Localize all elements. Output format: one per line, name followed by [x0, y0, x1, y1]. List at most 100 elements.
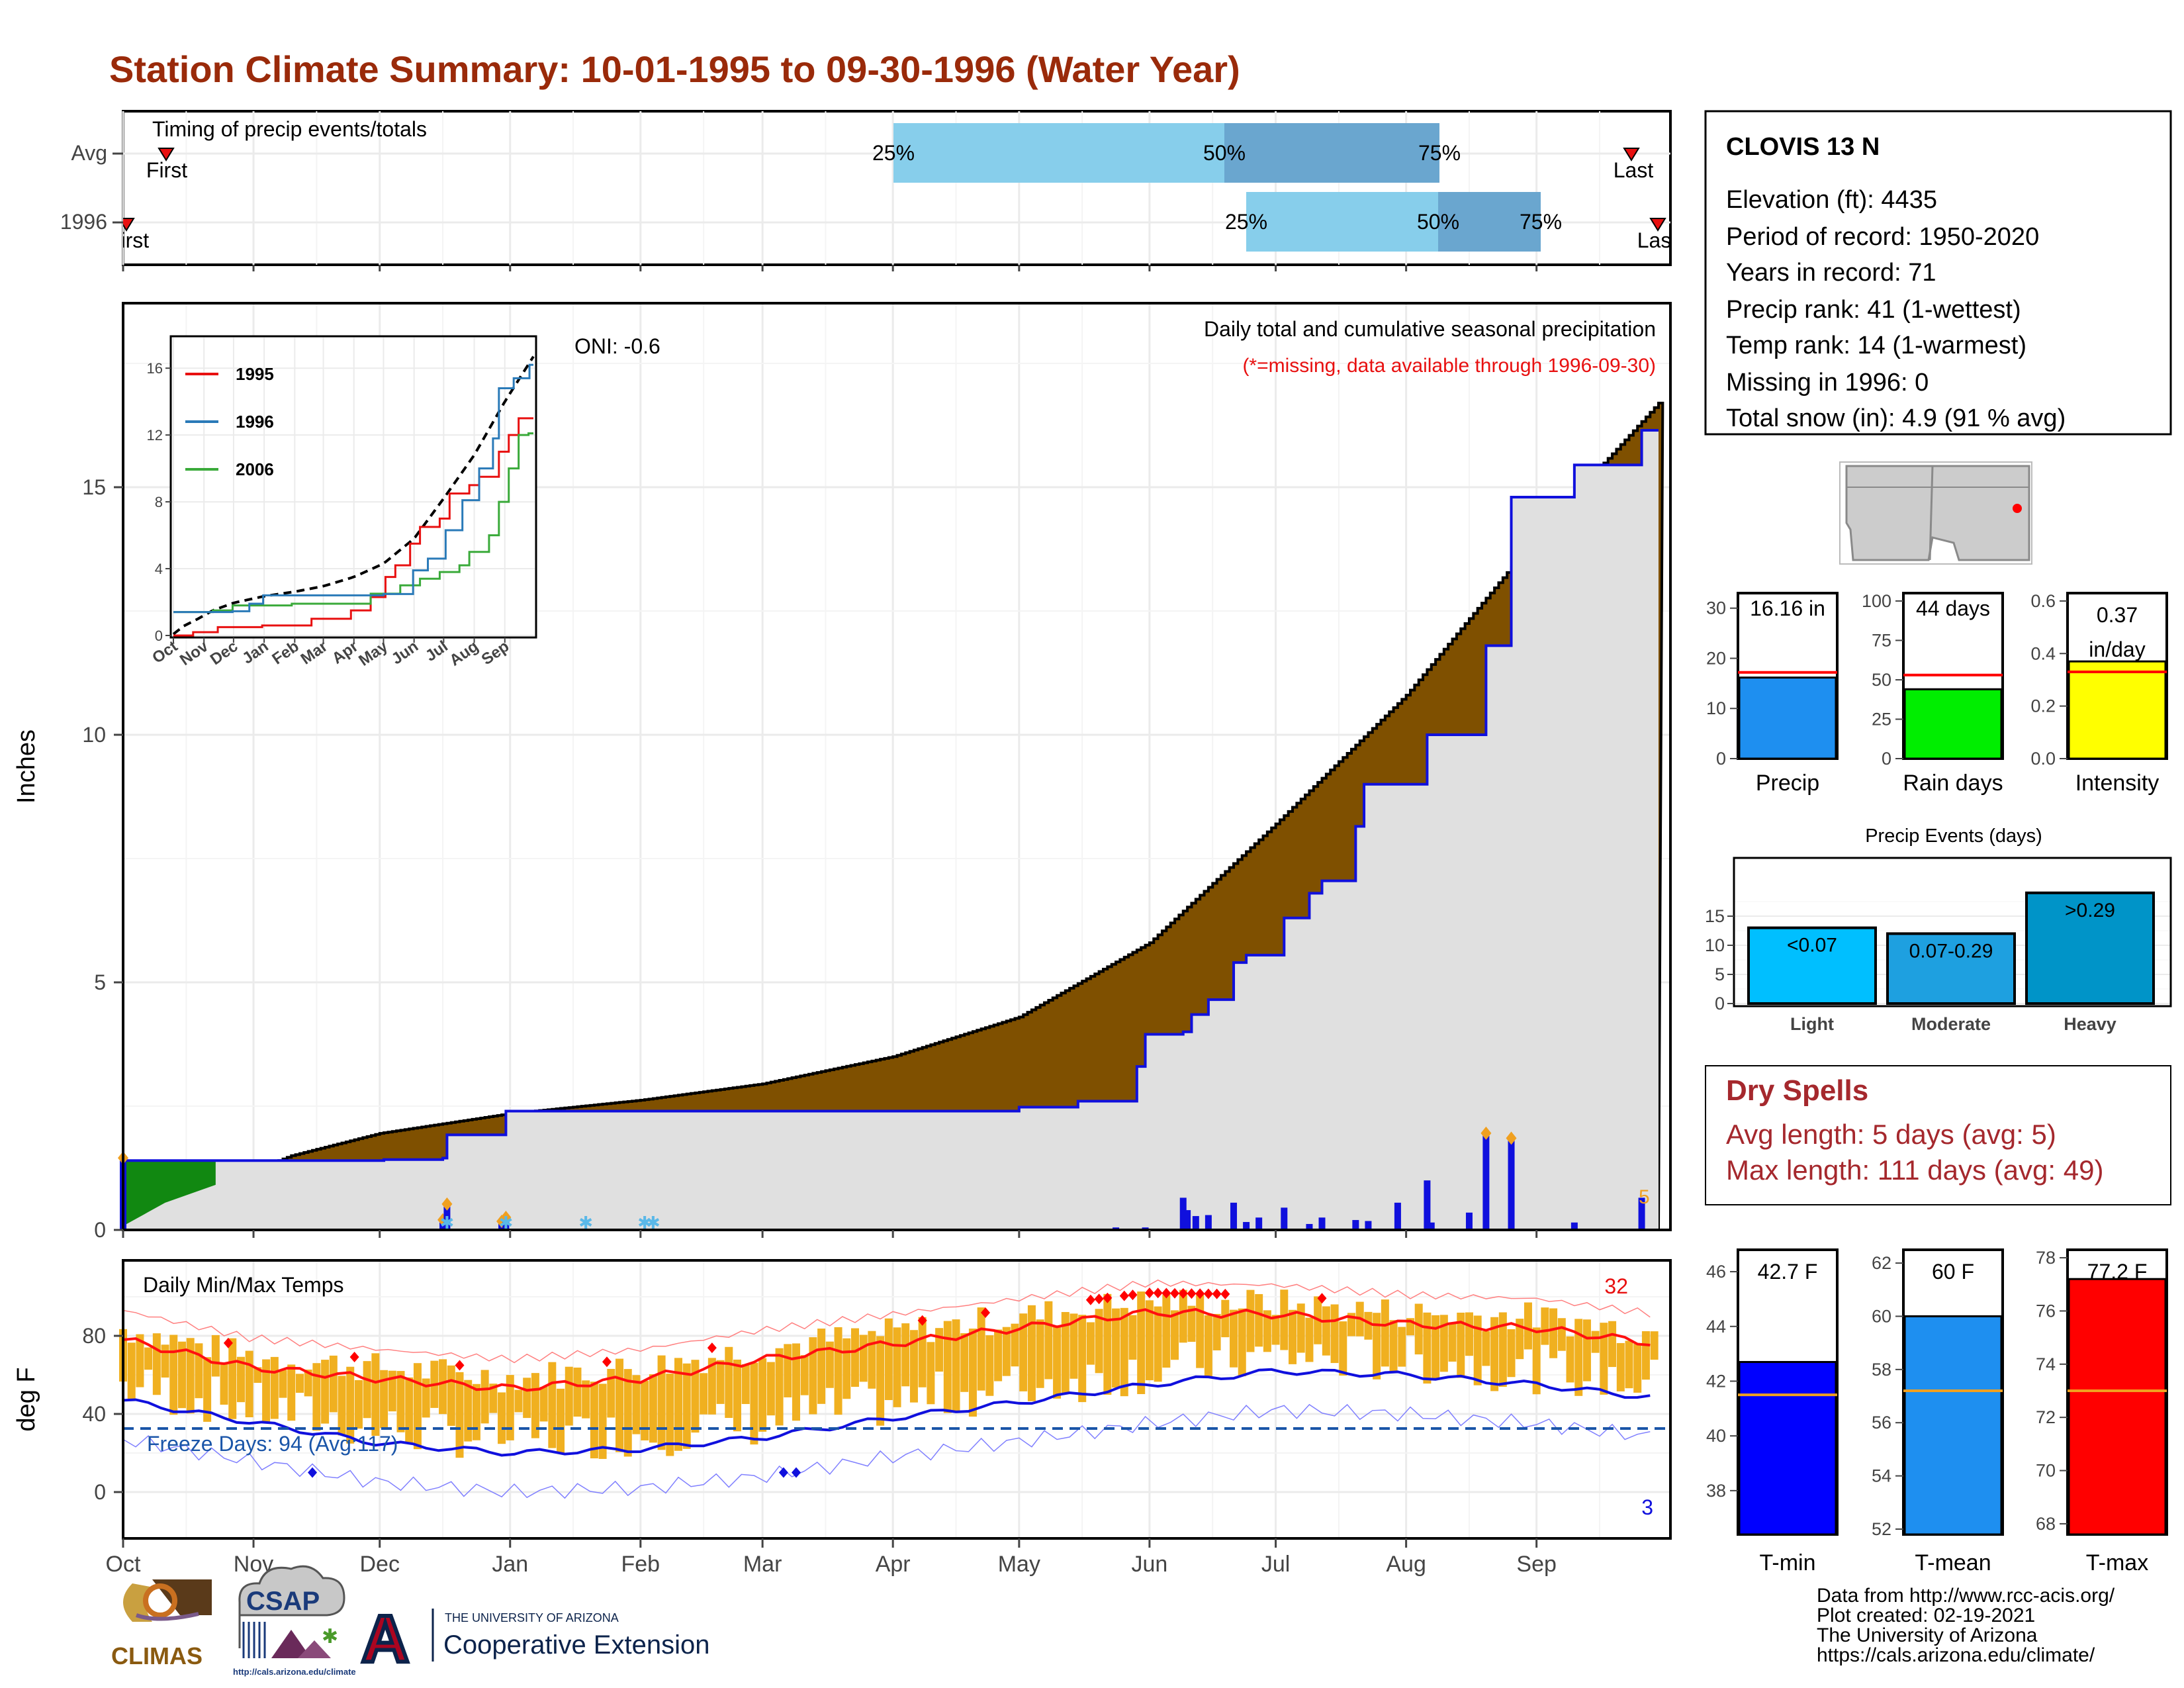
daily-temp-range-bar — [152, 1333, 161, 1395]
record-high-marker — [1128, 1289, 1138, 1301]
summary-bar-value: 0.37 — [2097, 603, 2138, 627]
record-high-marker — [1203, 1288, 1213, 1299]
summary-bar-value: 44 days — [1916, 596, 1990, 620]
daily-temp-range-bar — [1238, 1308, 1246, 1377]
snow-marker: ✱ — [440, 1213, 455, 1233]
inset-legend-label: 2006 — [236, 459, 274, 479]
daily-temp-range-bar — [615, 1358, 624, 1452]
daily-precip-bar — [1281, 1207, 1288, 1230]
daily-temp-range-bar — [363, 1361, 371, 1419]
daily-temp-range-bar — [1061, 1312, 1069, 1393]
daily-precip-bar — [1179, 1197, 1187, 1230]
daily-temp-range-bar — [565, 1366, 573, 1426]
ua-block-a: A — [361, 1602, 409, 1676]
freeze-days-label: Freeze Days: 94 (Avg:117) — [147, 1432, 398, 1456]
daily-temp-range-bar — [405, 1377, 414, 1444]
station-elevation: Elevation (ft): 4435 — [1726, 186, 1937, 214]
temp-summary-ytick: 44 — [1706, 1317, 1726, 1336]
daily-temp-range-bar — [1549, 1308, 1558, 1358]
daily-temp-range-bar — [968, 1329, 977, 1417]
daily-temp-range-bar — [1541, 1307, 1549, 1345]
daily-temp-range-bar — [1625, 1340, 1633, 1389]
daily-temp-range-bar — [455, 1372, 464, 1458]
precip-event-bar — [1747, 926, 1877, 1005]
daily-temp-range-bar — [1473, 1315, 1482, 1385]
daily-precip-bar — [1192, 1216, 1199, 1230]
cur-first-label: First — [108, 228, 149, 252]
daily-temp-range-bar — [1204, 1315, 1212, 1378]
daily-temp-range-bar — [539, 1387, 548, 1422]
current-cumulative-area — [123, 430, 1659, 1230]
temp-ytick-label: 80 — [82, 1324, 106, 1348]
summary-bar-ytick: 0 — [1882, 749, 1891, 769]
temp-summary-ytick: 74 — [2036, 1354, 2056, 1374]
daily-temp-range-bar — [1347, 1313, 1355, 1336]
daily-temp-range-bar — [582, 1380, 590, 1419]
daily-temp-range-bar — [439, 1359, 447, 1415]
station-info-box: CLOVIS 13 N Elevation (ft): 4435 Period … — [1704, 110, 2172, 436]
record-high-marker — [223, 1337, 233, 1348]
cur-first-marker — [123, 218, 135, 232]
daily-precip-bar — [1352, 1220, 1359, 1230]
csap-url: http://cals.arizona.edu/climate — [233, 1667, 356, 1677]
daily-temp-range-bar — [784, 1344, 792, 1397]
avg-p25-label: 25% — [872, 141, 915, 165]
current-cumulative-line — [123, 428, 1659, 1162]
precip-event-bar — [2025, 891, 2155, 1006]
daily-temp-range-bar — [354, 1380, 363, 1429]
record-high-marker — [1119, 1290, 1129, 1301]
location-map — [1839, 461, 2032, 565]
daily-precip-bar — [1570, 1222, 1578, 1230]
daily-temp-range-bar — [1162, 1294, 1171, 1368]
temp-summary-ytick: 70 — [2036, 1461, 2056, 1481]
daily-temp-range-bar — [758, 1358, 767, 1432]
daily-temp-range-bar — [1187, 1305, 1196, 1342]
daily-precip-bar — [502, 1220, 510, 1230]
daily-temp-range-bar — [657, 1355, 666, 1450]
temp-summary-value: 42.7 F — [1758, 1260, 1818, 1284]
precip-events-title: Precip Events (days) — [1865, 825, 2042, 847]
daily-temp-range-bar — [514, 1389, 523, 1413]
daily-temp-range-bar — [800, 1355, 809, 1395]
inset-legend-label: 1996 — [236, 412, 274, 432]
heavy-precip-marker — [441, 1197, 453, 1211]
daily-temp-range-bar — [1086, 1322, 1095, 1365]
daily-temp-range-bar — [1448, 1323, 1457, 1362]
daily-temp-range-bar — [1339, 1321, 1347, 1376]
temp-summary-ytick: 58 — [1872, 1360, 1891, 1380]
daily-precip-bar — [1428, 1222, 1435, 1230]
daily-temp-range-bar — [1053, 1325, 1062, 1399]
precip-event-bar-label: <0.07 — [1787, 935, 1837, 957]
daily-temp-range-bar — [859, 1335, 868, 1382]
station-missing: Missing in 1996: 0 — [1726, 369, 1929, 397]
daily-temp-range-bar — [1574, 1319, 1583, 1396]
daily-temp-range-bar — [725, 1346, 733, 1419]
inset-ytick-label: 16 — [147, 360, 163, 377]
month-label: Jul — [1261, 1552, 1290, 1577]
daily-precip-bar — [443, 1206, 451, 1230]
oni-label: ONI: -0.6 — [574, 334, 660, 358]
precip-ytick-label: 0 — [94, 1218, 106, 1242]
daily-temp-range-bar — [1044, 1301, 1053, 1380]
daily-temp-range-bar — [834, 1327, 842, 1415]
daily-temp-range-bar — [279, 1370, 287, 1398]
daily-temp-range-bar — [750, 1362, 758, 1445]
daily-temp-range-bar — [1128, 1315, 1137, 1360]
daily-temp-range-bar — [464, 1380, 473, 1442]
daily-precip-bar — [1306, 1224, 1313, 1230]
daily-temp-range-bar — [498, 1392, 506, 1444]
summary-bar-fill — [1903, 688, 2003, 760]
summary-bar-ytick: 25 — [1872, 709, 1891, 729]
daily-temp-range-bar — [127, 1342, 136, 1399]
record-max-line — [122, 1279, 1651, 1364]
daily-temp-range-bar — [1027, 1305, 1036, 1401]
daily-temp-range-bar — [985, 1335, 994, 1396]
precip-event-category: Moderate — [1911, 1014, 1991, 1034]
daily-temp-range-bar — [909, 1330, 918, 1403]
page-title: Station Climate Summary: 10-01-1995 to 0… — [109, 48, 1240, 90]
daily-temp-range-bar — [792, 1343, 800, 1421]
daily-temp-range-bar — [1112, 1308, 1120, 1388]
daily-temp-range-bar — [1289, 1309, 1297, 1364]
daily-temp-range-bar — [868, 1331, 876, 1389]
